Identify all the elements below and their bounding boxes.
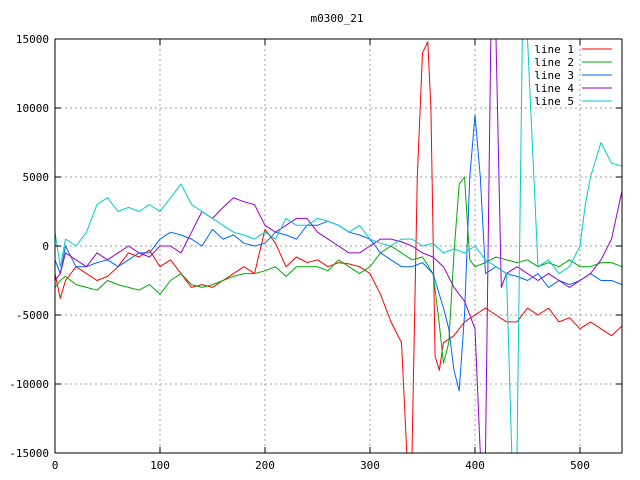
y-tick-label: -5000 [16, 309, 49, 322]
series-layer [55, 39, 622, 453]
y-tick-label: 0 [42, 240, 49, 253]
y-tick-label: -10000 [9, 378, 49, 391]
legend-label: line 3 [534, 69, 574, 82]
axis-ticks: -15000 -10000 -5000 0 5000 10000 15000 0 100 200 3… [9, 33, 622, 472]
series-line-5 [55, 39, 622, 453]
legend-label: line 1 [534, 43, 574, 56]
y-tick-label: 10000 [16, 102, 49, 115]
x-tick-label: 300 [360, 459, 380, 472]
y-tick-label: -15000 [9, 447, 49, 460]
legend-label: line 4 [534, 82, 574, 95]
series-line-4 [55, 39, 622, 453]
y-tick-label: 15000 [16, 33, 49, 46]
series-line-2 [55, 176, 622, 364]
legend-label: line 2 [534, 56, 574, 69]
x-tick-label: 0 [52, 459, 59, 472]
y-tick-label: 5000 [23, 171, 50, 184]
series-line-1 [55, 41, 622, 453]
x-tick-label: 400 [465, 459, 485, 472]
series-line-3 [55, 114, 622, 392]
x-tick-label: 200 [255, 459, 275, 472]
legend-label: line 5 [534, 95, 574, 108]
x-tick-label: 100 [150, 459, 170, 472]
x-tick-label: 500 [570, 459, 590, 472]
chart-title: m0300_21 [311, 12, 364, 25]
